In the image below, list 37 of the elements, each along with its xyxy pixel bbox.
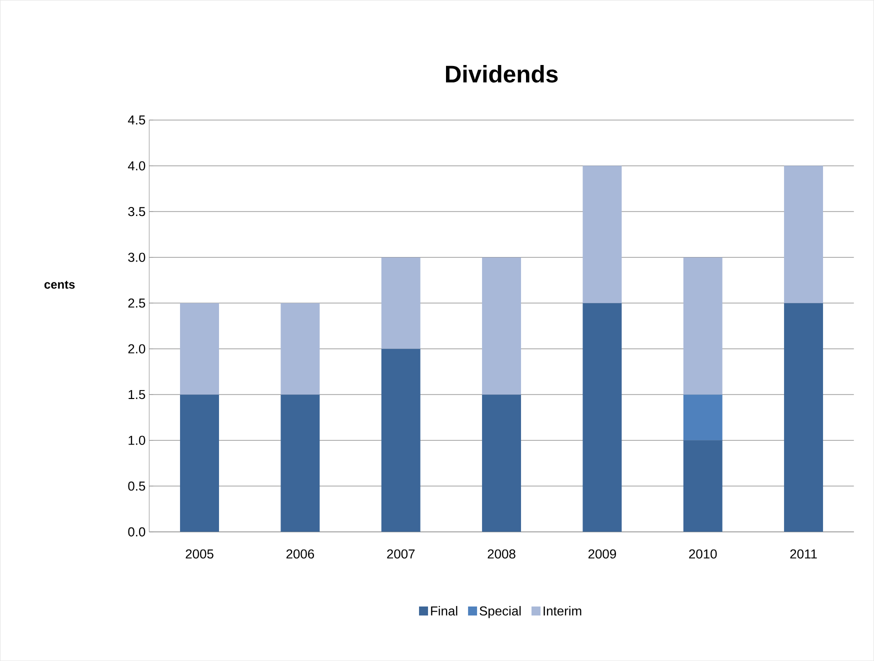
x-tick-label: 2008	[488, 549, 516, 558]
y-tick-label: 0.5	[128, 481, 146, 491]
bar	[784, 303, 824, 532]
bar	[683, 440, 722, 532]
bar	[582, 303, 622, 532]
y-tick-label: 4.0	[128, 161, 146, 170]
y-tick-label: 1.5	[128, 390, 146, 400]
bar	[381, 348, 420, 532]
bar	[582, 166, 622, 304]
y-axis-title: cents	[44, 280, 75, 289]
bar	[683, 394, 722, 440]
bar	[381, 257, 420, 349]
y-tick-label: 2.5	[128, 298, 146, 308]
y-tick-label: 3.0	[128, 252, 146, 262]
bar	[280, 303, 320, 395]
y-tick-label: 0.0	[128, 527, 146, 536]
x-tick-label: 2006	[286, 549, 314, 558]
bar	[280, 394, 320, 532]
bar	[180, 394, 220, 532]
y-tick-label: 4.5	[128, 115, 146, 125]
bar	[784, 166, 824, 304]
x-tick-label: 2007	[387, 549, 415, 558]
chart-title: Dividends	[446, 64, 558, 83]
y-tick-label: 3.5	[128, 206, 146, 216]
y-tick-label: 1.0	[128, 436, 146, 445]
legend-label: Interim	[544, 606, 582, 616]
legend-label: Special	[480, 606, 521, 618]
legend-label: Final	[431, 606, 458, 616]
y-tick-label: 2.0	[128, 344, 146, 354]
x-tick-label: 2005	[186, 549, 214, 558]
x-tick-label: 2011	[790, 549, 817, 558]
bar	[683, 257, 722, 395]
bar	[482, 257, 522, 395]
bar	[180, 303, 220, 395]
x-tick-label: 2009	[588, 549, 616, 558]
bar	[482, 394, 522, 532]
x-tick-label: 2010	[689, 549, 717, 558]
